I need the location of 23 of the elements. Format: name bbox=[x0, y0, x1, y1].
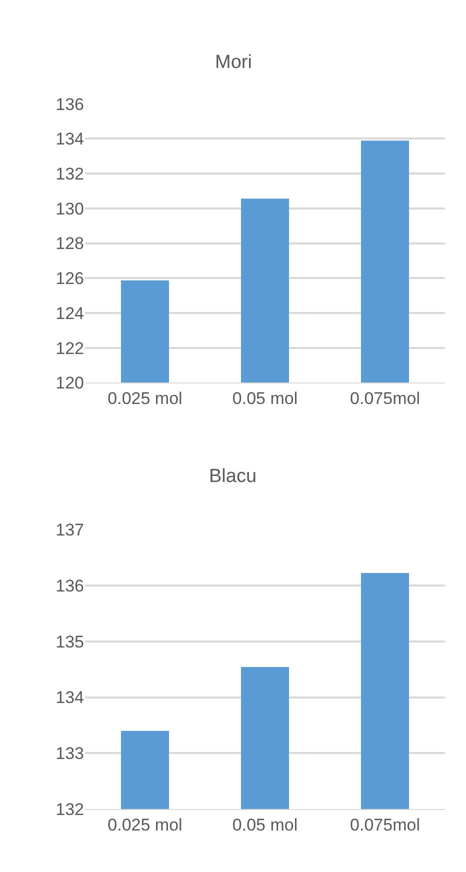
y-tick-label: 137 bbox=[56, 520, 84, 540]
y-tick-label: 136 bbox=[56, 576, 84, 596]
y-tick-label: 120 bbox=[56, 374, 84, 393]
y-tick-label: 130 bbox=[56, 199, 84, 218]
x-tick-label: 0.075mol bbox=[350, 816, 420, 835]
x-tick-label: 0.075mol bbox=[350, 389, 420, 408]
x-tick-label: 0.05 mol bbox=[232, 389, 298, 408]
x-tick-label: 0.05 mol bbox=[232, 816, 298, 835]
chart-title: Mori bbox=[215, 52, 252, 73]
y-tick-label: 124 bbox=[56, 304, 84, 323]
y-tick-label: 136 bbox=[56, 94, 84, 114]
y-tick-label: 134 bbox=[56, 688, 84, 708]
x-tick-label: 0.025 mol bbox=[108, 816, 182, 835]
y-tick-label: 126 bbox=[56, 269, 84, 288]
chart-title: Blacu bbox=[209, 466, 257, 487]
y-tick-label: 122 bbox=[56, 338, 84, 358]
y-tick-label: 135 bbox=[56, 632, 84, 652]
y-tick-label: 134 bbox=[56, 130, 84, 149]
y-tick-label: 132 bbox=[56, 800, 84, 820]
x-tick-label: 0.025 mol bbox=[108, 389, 182, 408]
y-tick-label: 133 bbox=[56, 744, 84, 764]
y-tick-label: 132 bbox=[56, 164, 84, 184]
y-tick-label: 128 bbox=[56, 234, 84, 254]
